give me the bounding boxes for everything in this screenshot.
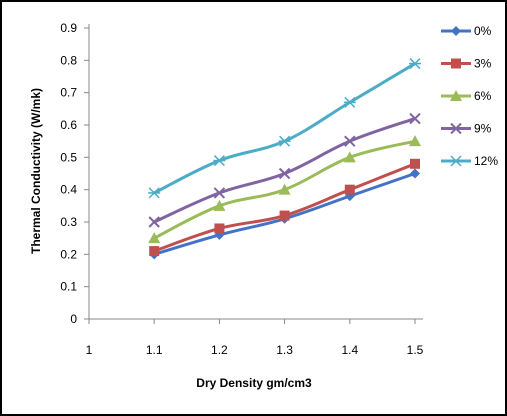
legend-marker: [451, 26, 461, 36]
data-point: [409, 135, 421, 147]
legend-item: 12%: [441, 154, 498, 168]
y-tick-label: 0.3: [60, 215, 77, 229]
data-point: [214, 223, 225, 234]
series-1: [149, 158, 420, 257]
data-point: [148, 232, 161, 244]
data-point: [213, 199, 226, 211]
data-point: [279, 210, 290, 221]
data-point: [278, 183, 291, 195]
legend-label: 12%: [474, 154, 498, 168]
legend-item: 0%: [441, 24, 492, 38]
legend-label: 0%: [474, 24, 492, 38]
axes: 0 0.1 0.2 0.3 0.4 0.5 0.6 0.7 0.8 0.9 1 1.1 1.2 1.3 1.…: [60, 21, 423, 357]
y-tick-label: 0.2: [60, 247, 77, 261]
x-tick-label: 1.3: [276, 343, 293, 357]
series-layer: [148, 58, 421, 260]
x-tick-label: 1: [86, 343, 93, 357]
x-tick-label: 1.2: [211, 343, 228, 357]
x-tick-label: 1.4: [341, 343, 358, 357]
legend-label: 9%: [474, 122, 492, 136]
y-tick-label: 0.4: [60, 183, 77, 197]
legend-item: 9%: [441, 122, 492, 136]
data-point: [213, 187, 226, 199]
data-point: [148, 216, 160, 228]
data-point: [410, 158, 420, 169]
legend-label: 6%: [474, 89, 492, 103]
legend-label: 3%: [474, 57, 492, 71]
data-point: [410, 168, 420, 179]
series-4: [148, 58, 421, 199]
series-3: [148, 112, 421, 228]
data-point: [343, 96, 356, 108]
legend-item: 6%: [441, 89, 492, 103]
data-point: [149, 246, 160, 257]
legend-marker: [450, 90, 462, 101]
x-tick-label: 1.1: [146, 343, 163, 357]
data-point: [278, 167, 291, 180]
data-point: [409, 58, 421, 70]
data-point: [213, 155, 226, 167]
y-tick-label: 0.9: [60, 21, 77, 35]
data-point: [278, 135, 291, 147]
legend-item: 3%: [441, 57, 492, 71]
legend: 0% 3% 6% 9% 12%: [441, 24, 498, 168]
y-tick-label: 0.5: [60, 150, 77, 164]
y-tick-label: 0.7: [60, 86, 77, 100]
y-tick-label: 0.1: [60, 280, 77, 294]
x-tick-label: 1.5: [407, 343, 424, 357]
data-point: [344, 135, 356, 147]
legend-marker: [451, 58, 461, 69]
data-point: [343, 151, 356, 163]
legend-marker: [450, 122, 462, 135]
data-point: [344, 184, 355, 195]
y-axis-title: Thermal Conductivity (W/mk): [29, 88, 43, 254]
y-tick-label: 0.8: [60, 53, 77, 67]
data-point: [148, 187, 161, 199]
y-tick-label: 0: [70, 312, 77, 326]
series-line: [153, 162, 416, 253]
legend-marker: [450, 155, 462, 167]
x-axis-title: Dry Density gm/cm3: [196, 376, 312, 390]
series-line: [153, 117, 416, 224]
y-tick-label: 0.6: [60, 118, 77, 132]
series-2: [148, 135, 421, 244]
data-point: [409, 112, 421, 125]
